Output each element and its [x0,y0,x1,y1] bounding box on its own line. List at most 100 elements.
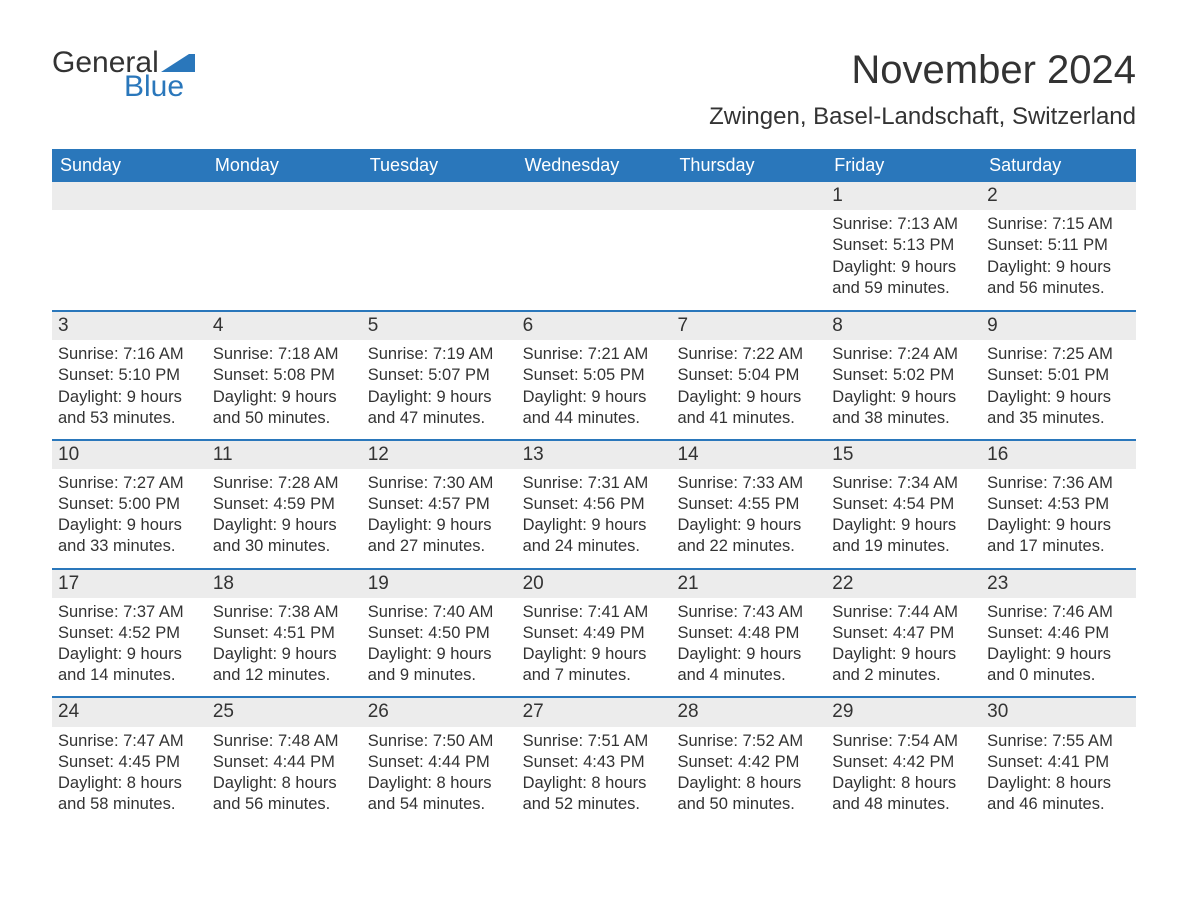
day-number [362,182,517,210]
sunrise-line: Sunrise: 7:38 AM [213,602,356,623]
weekday-header-sunday: Sunday [52,149,207,182]
day-cell: 29Sunrise: 7:54 AMSunset: 4:42 PMDayligh… [826,698,981,825]
sunset-line: Sunset: 4:56 PM [523,494,666,515]
day-cell: 12Sunrise: 7:30 AMSunset: 4:57 PMDayligh… [362,441,517,568]
sunset-line: Sunset: 4:44 PM [213,752,356,773]
daylight-line-2: and 9 minutes. [368,665,511,686]
day-cell: 24Sunrise: 7:47 AMSunset: 4:45 PMDayligh… [52,698,207,825]
day-number: 12 [362,441,517,469]
day-number: 30 [981,698,1136,726]
daylight-line-2: and 7 minutes. [523,665,666,686]
daylight-line-2: and 12 minutes. [213,665,356,686]
day-cell: 9Sunrise: 7:25 AMSunset: 5:01 PMDaylight… [981,312,1136,439]
week-row: 10Sunrise: 7:27 AMSunset: 5:00 PMDayligh… [52,439,1136,568]
day-number: 23 [981,570,1136,598]
day-number [671,182,826,210]
sunset-line: Sunset: 5:08 PM [213,365,356,386]
daylight-line-2: and 27 minutes. [368,536,511,557]
sunset-line: Sunset: 5:05 PM [523,365,666,386]
sunrise-line: Sunrise: 7:33 AM [677,473,820,494]
sunrise-line: Sunrise: 7:15 AM [987,214,1130,235]
daylight-line-2: and 24 minutes. [523,536,666,557]
day-number [52,182,207,210]
logo-word-blue: Blue [124,72,184,102]
day-number: 19 [362,570,517,598]
day-cell: 19Sunrise: 7:40 AMSunset: 4:50 PMDayligh… [362,570,517,697]
sunset-line: Sunset: 5:00 PM [58,494,201,515]
day-cell: 5Sunrise: 7:19 AMSunset: 5:07 PMDaylight… [362,312,517,439]
day-cell [671,182,826,310]
day-number: 21 [671,570,826,598]
week-row: 24Sunrise: 7:47 AMSunset: 4:45 PMDayligh… [52,696,1136,825]
day-number: 10 [52,441,207,469]
daylight-line-2: and 17 minutes. [987,536,1130,557]
sunrise-line: Sunrise: 7:48 AM [213,731,356,752]
day-cell: 21Sunrise: 7:43 AMSunset: 4:48 PMDayligh… [671,570,826,697]
day-number: 8 [826,312,981,340]
sunrise-line: Sunrise: 7:22 AM [677,344,820,365]
day-cell [52,182,207,310]
sunset-line: Sunset: 4:42 PM [677,752,820,773]
daylight-line-2: and 33 minutes. [58,536,201,557]
sunset-line: Sunset: 4:45 PM [58,752,201,773]
sunrise-line: Sunrise: 7:46 AM [987,602,1130,623]
day-cell: 30Sunrise: 7:55 AMSunset: 4:41 PMDayligh… [981,698,1136,825]
daylight-line-1: Daylight: 9 hours [523,644,666,665]
sunrise-line: Sunrise: 7:19 AM [368,344,511,365]
daylight-line-2: and 44 minutes. [523,408,666,429]
day-cell: 26Sunrise: 7:50 AMSunset: 4:44 PMDayligh… [362,698,517,825]
day-number: 2 [981,182,1136,210]
sunrise-line: Sunrise: 7:51 AM [523,731,666,752]
sunset-line: Sunset: 5:01 PM [987,365,1130,386]
daylight-line-2: and 30 minutes. [213,536,356,557]
day-cell: 17Sunrise: 7:37 AMSunset: 4:52 PMDayligh… [52,570,207,697]
sunset-line: Sunset: 4:44 PM [368,752,511,773]
daylight-line-2: and 4 minutes. [677,665,820,686]
daylight-line-1: Daylight: 9 hours [368,515,511,536]
daylight-line-1: Daylight: 9 hours [987,515,1130,536]
calendar-grid: Sunday Monday Tuesday Wednesday Thursday… [52,149,1136,825]
weekday-header-saturday: Saturday [981,149,1136,182]
weekday-header-tuesday: Tuesday [362,149,517,182]
day-number: 25 [207,698,362,726]
day-number [207,182,362,210]
sunset-line: Sunset: 5:02 PM [832,365,975,386]
sunrise-line: Sunrise: 7:28 AM [213,473,356,494]
day-cell: 8Sunrise: 7:24 AMSunset: 5:02 PMDaylight… [826,312,981,439]
sunset-line: Sunset: 4:48 PM [677,623,820,644]
daylight-line-1: Daylight: 9 hours [987,257,1130,278]
daylight-line-1: Daylight: 8 hours [523,773,666,794]
sunrise-line: Sunrise: 7:44 AM [832,602,975,623]
daylight-line-1: Daylight: 9 hours [368,644,511,665]
day-number: 15 [826,441,981,469]
day-number: 24 [52,698,207,726]
day-number: 18 [207,570,362,598]
sunrise-line: Sunrise: 7:55 AM [987,731,1130,752]
sunrise-line: Sunrise: 7:37 AM [58,602,201,623]
daylight-line-1: Daylight: 9 hours [677,387,820,408]
day-cell [362,182,517,310]
sunset-line: Sunset: 5:07 PM [368,365,511,386]
day-number: 13 [517,441,672,469]
daylight-line-2: and 19 minutes. [832,536,975,557]
sunrise-line: Sunrise: 7:13 AM [832,214,975,235]
daylight-line-2: and 14 minutes. [58,665,201,686]
day-cell [207,182,362,310]
day-number: 1 [826,182,981,210]
day-number: 9 [981,312,1136,340]
weeks-container: 1 Sunrise: 7:13 AMSunset: 5:13 PM Daylight… [52,182,1136,825]
weekday-header-friday: Friday [826,149,981,182]
daylight-line-1: Daylight: 8 hours [368,773,511,794]
daylight-line-1: Daylight: 8 hours [677,773,820,794]
daylight-line-2: and 38 minutes. [832,408,975,429]
day-cell: 6Sunrise: 7:21 AMSunset: 5:05 PMDaylight… [517,312,672,439]
daylight-line-1: Daylight: 9 hours [987,644,1130,665]
sunrise-line: Sunrise: 7:24 AM [832,344,975,365]
daylight-line-2: and 58 minutes. [58,794,201,815]
day-cell: 1Sunrise: 7:13 AMSunset: 5:13 PMDaylight… [826,182,981,310]
daylight-line-2: and 56 minutes. [987,278,1130,299]
sunset-line: Sunset: 5:13 PM [832,235,975,256]
day-number: 3 [52,312,207,340]
day-number: 6 [517,312,672,340]
logo: General Blue [52,48,201,102]
